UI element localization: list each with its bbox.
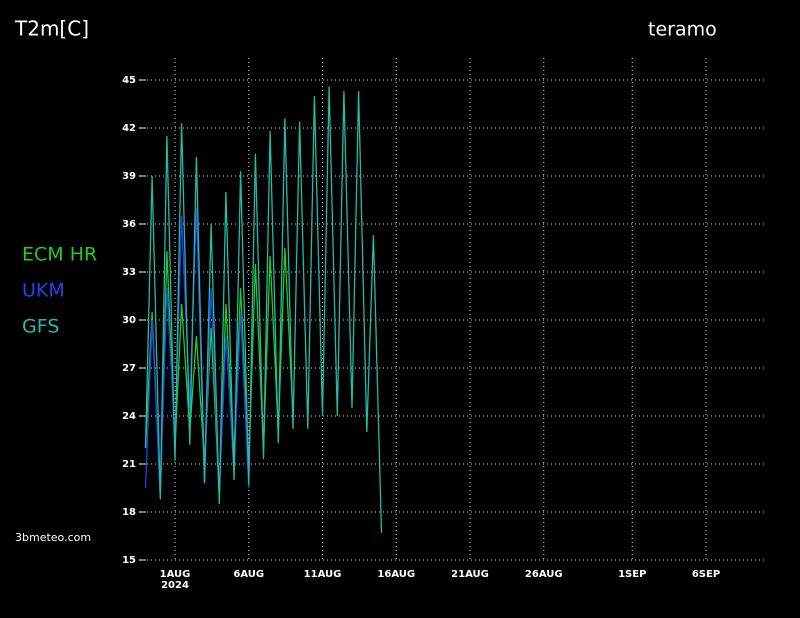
y-tick-label: 21	[122, 459, 136, 470]
x-tick-label: 16AUG	[377, 569, 415, 580]
series-line	[144, 247, 294, 497]
y-tick-label: 18	[122, 507, 136, 518]
y-tick-label: 30	[122, 315, 136, 326]
y-tick-label: 24	[122, 411, 136, 422]
x-tick-label: 6AUG	[233, 569, 264, 580]
x-tick-label: 6SEP	[692, 569, 720, 580]
year-label: 2024	[161, 580, 189, 591]
y-tick-label: 36	[122, 219, 136, 230]
chart-title: T2m[C]	[14, 17, 89, 41]
x-tick-label: 1AUG	[160, 569, 191, 580]
y-tick-label: 39	[122, 171, 136, 182]
x-tick-label: 1SEP	[618, 569, 646, 580]
series-line	[144, 86, 383, 533]
legend-entry: GFS	[22, 316, 59, 338]
y-tick-label: 45	[122, 75, 136, 86]
y-tick-label: 42	[122, 123, 136, 134]
y-tick-label: 15	[122, 555, 136, 566]
series-line	[144, 207, 250, 497]
y-tick-label: 27	[122, 363, 136, 374]
x-tick-label: 21AUG	[451, 569, 489, 580]
legend-entry: UKM	[22, 280, 65, 302]
legend-entry: ECM HR	[22, 244, 97, 266]
location: teramo	[648, 19, 717, 41]
source: 3bmeteo.com	[15, 531, 91, 544]
x-tick-label: 26AUG	[525, 569, 563, 580]
y-tick-label: 33	[122, 267, 136, 278]
x-tick-label: 11AUG	[304, 569, 342, 580]
